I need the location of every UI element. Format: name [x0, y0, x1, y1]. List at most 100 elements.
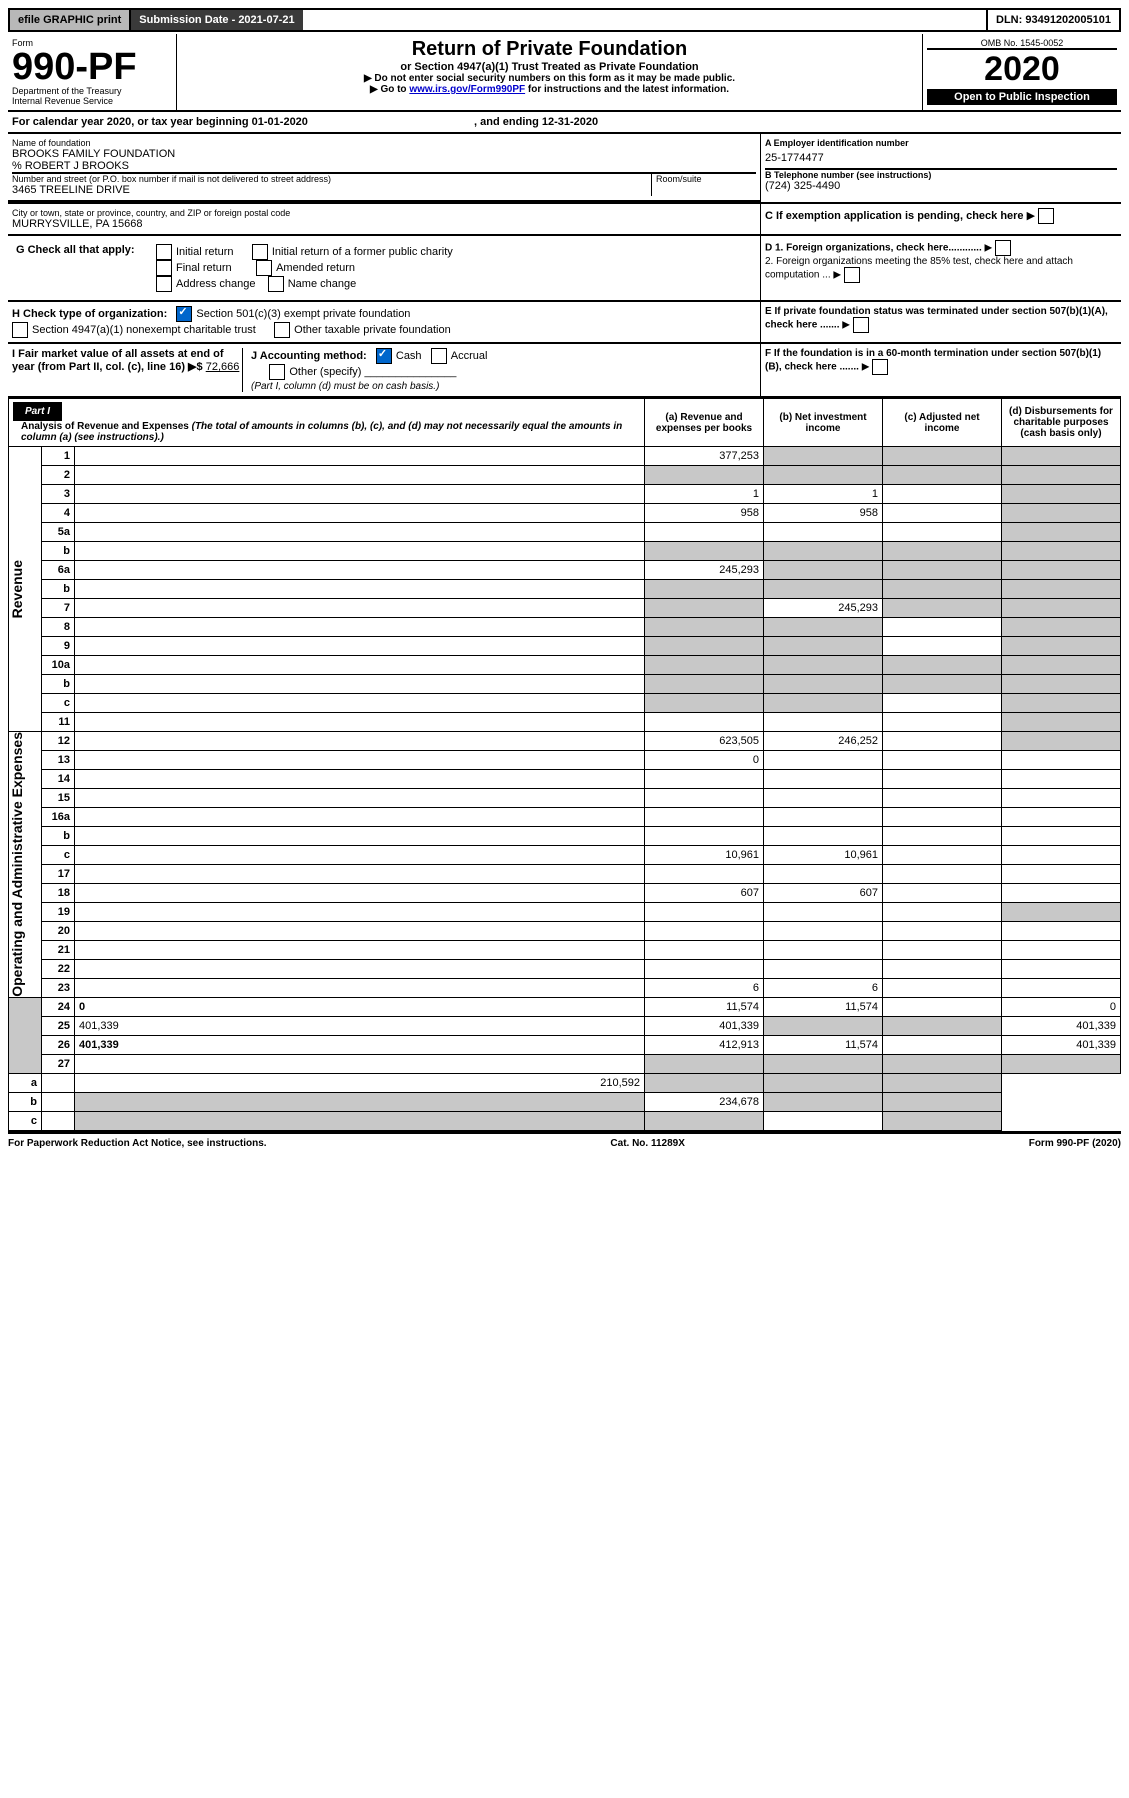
cell-c	[883, 656, 1002, 675]
table-row: 7245,293	[9, 599, 1121, 618]
cell-c	[883, 561, 1002, 580]
cb-4947a1[interactable]	[12, 322, 28, 338]
table-row: 16a	[9, 808, 1121, 827]
line-number: 7	[42, 599, 75, 618]
cell-a: 245,293	[645, 561, 764, 580]
cell-b	[764, 637, 883, 656]
table-row: 11	[9, 713, 1121, 732]
cb-name-change[interactable]	[268, 276, 284, 292]
cb-f[interactable]	[872, 359, 888, 375]
cb-initial-return[interactable]	[156, 244, 172, 260]
cb-other-method[interactable]	[269, 364, 285, 380]
cb-d2[interactable]	[844, 267, 860, 283]
line-number: b	[42, 580, 75, 599]
table-row: Revenue1377,253	[9, 447, 1121, 466]
cell-a	[645, 865, 764, 884]
cb-final-return[interactable]	[156, 260, 172, 276]
year-block: OMB No. 1545-0052 2020 Open to Public In…	[923, 34, 1121, 110]
cb-accrual[interactable]	[431, 348, 447, 364]
line-number: 9	[42, 637, 75, 656]
line-number: c	[9, 1112, 42, 1131]
cb-address-change[interactable]	[156, 276, 172, 292]
table-row: 21	[9, 941, 1121, 960]
cell-c	[883, 865, 1002, 884]
line-desc	[75, 694, 645, 713]
cell-b	[764, 789, 883, 808]
cb-other-taxable[interactable]	[274, 322, 290, 338]
cell-b: 6	[764, 979, 883, 998]
col-c-header: (c) Adjusted net income	[883, 399, 1002, 447]
form-title-block: Return of Private Foundation or Section …	[176, 34, 923, 110]
cb-d1[interactable]	[995, 240, 1011, 256]
cell-b	[764, 447, 883, 466]
cell-a: 401,339	[645, 1017, 764, 1036]
line-desc	[75, 599, 645, 618]
cell-a	[645, 618, 764, 637]
checkbox-c[interactable]	[1038, 208, 1054, 224]
cell-d	[1002, 618, 1121, 637]
line-desc: 401,339	[75, 1036, 645, 1055]
cb-cash[interactable]	[376, 348, 392, 364]
part1-label: Part I	[13, 402, 62, 421]
addr-label: Number and street (or P.O. box number if…	[12, 174, 651, 184]
cell-b	[764, 808, 883, 827]
line-number: 4	[42, 504, 75, 523]
cell-a	[645, 713, 764, 732]
cell-a	[645, 580, 764, 599]
cell-d: 401,339	[1002, 1036, 1121, 1055]
cell-c	[883, 979, 1002, 998]
cell-b	[764, 618, 883, 637]
cell-b: 1	[764, 485, 883, 504]
cb-amended-return[interactable]	[256, 260, 272, 276]
line-desc	[75, 846, 645, 865]
table-row: 5a	[9, 523, 1121, 542]
ein: 25-1774477	[765, 148, 1117, 170]
cell-b: 11,574	[764, 1036, 883, 1055]
line-desc	[75, 656, 645, 675]
cell-d	[1002, 675, 1121, 694]
form-number: 990-PF	[12, 48, 172, 86]
cell-d: 0	[1002, 998, 1121, 1017]
irs-link[interactable]: www.irs.gov/Form990PF	[409, 84, 525, 95]
cell-c	[883, 447, 1002, 466]
cell-b	[764, 770, 883, 789]
cb-initial-former[interactable]	[252, 244, 268, 260]
cell-a: 6	[645, 979, 764, 998]
line-desc	[42, 1093, 75, 1112]
cell-b	[764, 1017, 883, 1036]
cell-c	[883, 732, 1002, 751]
cell-b	[764, 1055, 883, 1074]
cb-501c3[interactable]	[176, 306, 192, 322]
cell-a	[645, 960, 764, 979]
d2-85pct: 2. Foreign organizations meeting the 85%…	[765, 256, 1117, 283]
form-title: Return of Private Foundation	[181, 38, 918, 61]
i-fmv-label: I Fair market value of all assets at end…	[12, 348, 224, 373]
cell-b	[764, 656, 883, 675]
line-number: 17	[42, 865, 75, 884]
cell-c	[883, 713, 1002, 732]
line-number: 22	[42, 960, 75, 979]
cell-b: 11,574	[764, 998, 883, 1017]
col-a-header: (a) Revenue and expenses per books	[645, 399, 764, 447]
col-b-header: (b) Net investment income	[764, 399, 883, 447]
table-row: 26401,339412,91311,574401,339	[9, 1036, 1121, 1055]
paperwork-notice: For Paperwork Reduction Act Notice, see …	[8, 1138, 267, 1149]
cell-a: 11,574	[645, 998, 764, 1017]
cell-a	[645, 770, 764, 789]
line-desc	[75, 466, 645, 485]
line-number: 16a	[42, 808, 75, 827]
cell-b	[764, 903, 883, 922]
cell-a	[75, 1112, 645, 1131]
cell-a	[645, 1055, 764, 1074]
line-number: c	[42, 694, 75, 713]
cell-b: 234,678	[645, 1093, 764, 1112]
cell-c	[883, 694, 1002, 713]
cb-e[interactable]	[853, 317, 869, 333]
phone-label: B Telephone number (see instructions)	[765, 170, 1117, 180]
cell-d	[1002, 580, 1121, 599]
table-row: 18607607	[9, 884, 1121, 903]
expenses-vlabel: Operating and Administrative Expenses	[9, 732, 25, 997]
cell-d	[883, 1112, 1002, 1131]
cell-a: 377,253	[645, 447, 764, 466]
cell-d	[1002, 789, 1121, 808]
